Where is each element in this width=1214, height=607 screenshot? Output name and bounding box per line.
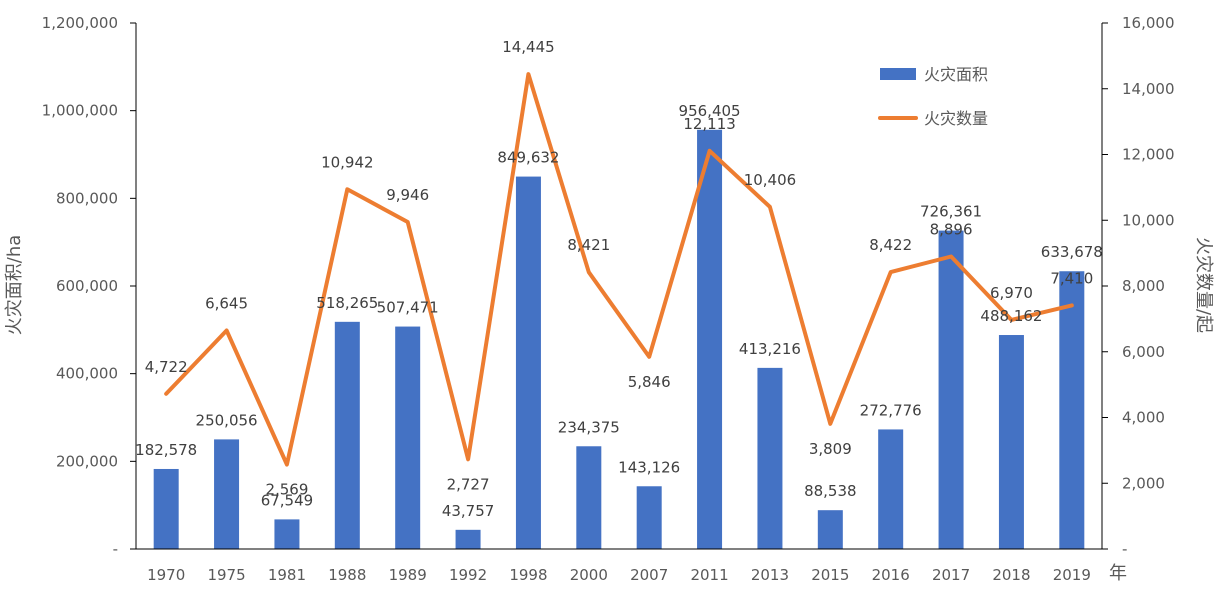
count-line-path <box>164 72 1074 467</box>
x-tick-label: 2015 <box>811 566 849 584</box>
count-data-label: 8,422 <box>869 236 912 254</box>
area-data-label: 234,375 <box>558 418 620 436</box>
left-axis: - 200,000 400,000 600,000 800,000 1,000,000 1,… <box>42 14 137 558</box>
area-data-label: 518,265 <box>316 294 378 312</box>
area-bar <box>576 446 602 549</box>
area-bar <box>274 519 300 549</box>
area-bar <box>1059 271 1085 549</box>
right-axis: - 2,000 4,000 6,000 8,000 10,000 12,000 14,000 1… <box>1101 14 1175 558</box>
count-data-label: 9,946 <box>386 186 429 204</box>
area-bar <box>214 439 240 549</box>
right-tick-label: 6,000 <box>1122 343 1165 361</box>
area-data-label: 43,757 <box>442 502 495 520</box>
count-data-label: 12,113 <box>683 115 736 133</box>
left-tick-label: 600,000 <box>56 277 118 295</box>
count-data-label: 10,942 <box>321 153 374 171</box>
x-axis-unit: 年 <box>1109 563 1127 584</box>
right-tick-label: 16,000 <box>1122 14 1175 32</box>
count-data-label: 4,722 <box>145 358 188 376</box>
x-tick-label: 2017 <box>932 566 970 584</box>
count-data-label: 8,896 <box>930 221 973 239</box>
x-tick-label: 1998 <box>509 566 547 584</box>
area-bar <box>938 230 964 549</box>
x-tick-label: 1970 <box>147 566 185 584</box>
left-tick-label: 200,000 <box>56 452 118 470</box>
x-tick-label: 1989 <box>389 566 427 584</box>
x-tick-label: 2019 <box>1053 566 1091 584</box>
x-tick-label: 1988 <box>328 566 366 584</box>
area-data-label: 272,776 <box>860 401 922 419</box>
area-bar <box>757 367 783 549</box>
area-bar <box>153 468 179 549</box>
count-data-label: 14,445 <box>502 38 555 56</box>
area-bar <box>878 429 904 549</box>
right-tick-label: - <box>1122 540 1127 558</box>
x-tick-label: 1992 <box>449 566 487 584</box>
x-tick-label: 2016 <box>872 566 910 584</box>
left-tick-label: 400,000 <box>56 365 118 383</box>
area-bar <box>697 129 723 549</box>
area-data-label: 88,538 <box>804 482 857 500</box>
area-bars <box>153 129 1085 549</box>
x-tick-label: 2013 <box>751 566 789 584</box>
area-data-label: 726,361 <box>920 203 982 221</box>
left-tick-label: 1,000,000 <box>42 102 118 120</box>
legend-label-count: 火灾数量 <box>924 109 988 128</box>
right-tick-label: 10,000 <box>1122 211 1175 229</box>
area-data-label: 507,471 <box>377 299 439 317</box>
x-axis: 1970 1975 1981 1988 1989 1992 1998 2000 2007 2011… <box>136 548 1127 584</box>
x-tick-label: 1981 <box>268 566 306 584</box>
area-data-label: 849,632 <box>497 149 559 167</box>
right-tick-label: 14,000 <box>1122 80 1175 98</box>
count-data-label: 10,406 <box>744 171 797 189</box>
area-data-label: 67,549 <box>261 491 314 509</box>
count-data-label: 7,410 <box>1050 269 1093 287</box>
left-tick-label: 800,000 <box>56 189 118 207</box>
area-bar <box>334 321 360 549</box>
right-tick-label: 8,000 <box>1122 277 1165 295</box>
legend-bar-swatch <box>880 68 916 80</box>
legend: 火灾面积 火灾数量 <box>878 65 988 128</box>
count-data-label: 8,421 <box>567 236 610 254</box>
x-tick-label: 2011 <box>690 566 728 584</box>
x-tick-label: 1975 <box>207 566 245 584</box>
count-data-label: 2,569 <box>265 481 308 499</box>
count-line <box>164 72 1074 467</box>
count-data-label: 5,846 <box>628 373 671 391</box>
count-data-label: 6,970 <box>990 284 1033 302</box>
area-bar <box>515 176 541 549</box>
x-tick-label: 2000 <box>570 566 608 584</box>
right-tick-label: 12,000 <box>1122 146 1175 164</box>
area-bar <box>395 326 421 549</box>
left-tick-label: 1,200,000 <box>42 14 118 32</box>
area-data-label: 413,216 <box>739 340 801 358</box>
area-data-label: 488,162 <box>980 307 1042 325</box>
right-tick-label: 4,000 <box>1122 409 1165 427</box>
area-data-label: 143,126 <box>618 458 680 476</box>
area-bar <box>636 486 662 549</box>
area-bar <box>817 510 843 549</box>
count-data-label: 3,809 <box>809 440 852 458</box>
area-data-label: 250,056 <box>196 411 258 429</box>
legend-label-area: 火灾面积 <box>924 65 988 84</box>
x-tick-label: 2007 <box>630 566 668 584</box>
right-axis-title: 火灾数量/起 <box>1193 237 1214 333</box>
x-tick-label: 2018 <box>992 566 1030 584</box>
right-tick-label: 2,000 <box>1122 474 1165 492</box>
area-bar <box>455 529 481 549</box>
area-bar <box>998 335 1024 549</box>
count-data-label: 2,727 <box>447 475 490 493</box>
line-data-labels: 4,722 6,645 2,569 10,942 9,946 2,727 14,445 8,4… <box>145 38 1094 498</box>
left-axis-title: 火灾面积/ha <box>4 235 25 336</box>
area-data-label: 956,405 <box>679 102 741 120</box>
area-data-label: 182,578 <box>135 441 197 459</box>
area-data-label: 633,678 <box>1041 243 1103 261</box>
count-data-label: 6,645 <box>205 295 248 313</box>
left-tick-label: - <box>113 540 118 558</box>
